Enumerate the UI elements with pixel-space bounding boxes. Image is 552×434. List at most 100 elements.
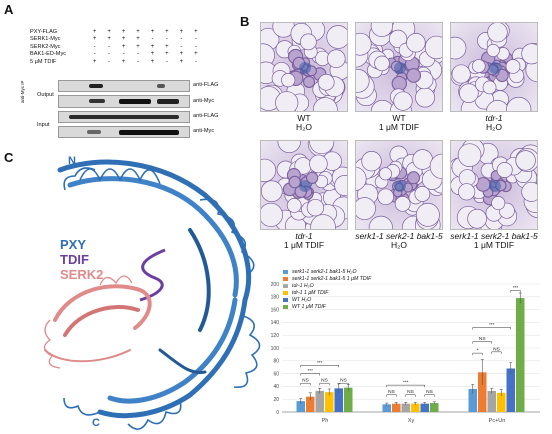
caption-treatment: H₂O [390, 240, 408, 250]
caption-treatment: 1 μM TDIF [378, 122, 420, 132]
significance-label: *** [317, 360, 323, 366]
legend-pxy: PXY [60, 237, 87, 252]
pxy-ribbon [57, 159, 252, 419]
significance-label: NS [426, 389, 433, 395]
bar [325, 392, 334, 412]
significance-label: NS [321, 378, 328, 384]
bar [392, 403, 401, 412]
legend-swatch [283, 290, 288, 295]
blot-condition-row: 5 µM TDIF + - + - + - + - [30, 58, 200, 66]
blot-condition-label: SERK2-Myc [30, 43, 61, 50]
caption-genotype: WT [297, 113, 311, 123]
legend-entry: serk1-1 serk2-1 bak1-5 H₂O [283, 268, 371, 275]
bar [344, 387, 353, 412]
significance-bracket [472, 352, 483, 356]
bar [430, 403, 439, 412]
significance-bracket [386, 394, 397, 397]
x-tick-label: Xy [408, 418, 415, 424]
bar [306, 396, 315, 412]
blot-condition-symbol: + [165, 43, 169, 50]
chart-legend: serk1-1 serk2-1 bak1-5 H₂O serk1-1 serk2-… [283, 268, 371, 310]
significance-bracket [338, 382, 349, 386]
blot-condition-symbol: - [93, 51, 96, 58]
caption-genotype: tdr-1 [295, 231, 313, 241]
structure-c-label: C [92, 417, 100, 429]
blot-condition-symbol: + [121, 28, 126, 35]
legend-label: WT 1 μM TDIF [292, 303, 326, 310]
tdif-peptide [139, 248, 166, 302]
blot-condition-symbol: + [165, 28, 169, 35]
legend-swatch [283, 297, 288, 302]
bar [478, 372, 487, 412]
blot-condition-symbol: + [121, 36, 126, 43]
legend-label: tdr-1 1 μM TDIF [292, 289, 329, 296]
cell-pattern [356, 23, 442, 111]
structure-legend: PXY TDIF SERK2 [60, 237, 103, 282]
y-tick-label: 160 [271, 307, 280, 313]
blot-condition-symbol: + [121, 43, 126, 50]
blot-condition-symbol: - [194, 36, 197, 43]
micrograph-2 [355, 22, 443, 112]
significance-label: NS [479, 336, 486, 342]
structure-n-label: N [68, 155, 76, 167]
significance-label: NS [302, 378, 309, 384]
blot-condition-table: PXY-FLAG + + + + + + + + SERK1-Myc + + + + - - - - SERK2-M… [30, 28, 200, 66]
x-tick-label: Ph [322, 418, 329, 424]
micrograph-caption-6: serk1-1 serk2-1 bak1-5 1 μM TDIF [440, 232, 548, 250]
blot-condition-symbol: + [194, 51, 198, 58]
blot-condition-symbol: + [136, 43, 140, 50]
significance-label: *** [307, 368, 313, 374]
blot-condition-symbol: + [107, 28, 111, 35]
significance-label: NS [407, 389, 414, 395]
bar [506, 368, 515, 412]
legend-tdif: TDIF [60, 252, 89, 267]
micrograph-caption-2: WT 1 μM TDIF [345, 114, 453, 132]
significance-bracket [491, 351, 502, 354]
blot-condition-symbol: + [136, 36, 140, 43]
blot-condition-symbol: + [165, 51, 169, 58]
caption-treatment: H₂O [485, 122, 503, 132]
legend-swatch [283, 283, 288, 288]
caption-genotype: WT [392, 113, 406, 123]
antibody-label-4: anti-Myc [193, 128, 215, 134]
micrograph-4 [260, 140, 348, 230]
bar [487, 390, 496, 412]
blot-condition-symbol: - [165, 36, 168, 43]
blot-condition-symbol: + [179, 28, 184, 35]
blot-condition-symbol: + [150, 58, 155, 65]
significance-bracket [472, 327, 511, 330]
y-tick-label: 80 [273, 359, 279, 365]
cell-pattern [356, 145, 442, 229]
antibody-label-3: anti-FLAG [193, 113, 219, 119]
caption-treatment: 1 μM TDIF [283, 240, 325, 250]
blot-input-label: Input [37, 122, 50, 128]
blot-condition-row: PXY-FLAG + + + + + + + + [30, 28, 200, 36]
blot-condition-symbol: - [93, 43, 96, 50]
blot-output-label: Output [37, 92, 54, 98]
blot-condition-label: BAK1-ED-Myc [30, 51, 67, 58]
micrograph-6 [450, 140, 538, 230]
bar [334, 388, 343, 412]
micrograph-1 [260, 22, 348, 112]
blot-condition-symbol: + [150, 43, 155, 50]
significance-bracket [319, 382, 330, 386]
y-tick-label: 40 [273, 384, 279, 390]
legend-entry: tdr-1 1 μM TDIF [283, 289, 371, 296]
caption-treatment: 1 μM TDIF [473, 240, 515, 250]
legend-label: serk1-1 serk2-1 bak1-5 1 μM TDIF [292, 275, 372, 282]
blot-condition-symbol: + [150, 28, 155, 35]
blot-condition-symbol: - [194, 58, 197, 65]
legend-entry: WT 1 μM TDIF [283, 303, 371, 310]
micrograph-caption-1: WT H₂O [250, 114, 358, 132]
caption-treatment: H₂O [295, 122, 313, 132]
panel-label-c: C [4, 150, 14, 165]
significance-bracket [405, 394, 416, 397]
panel-label-b: B [240, 14, 250, 29]
cell-pattern [451, 141, 537, 229]
significance-bracket [472, 341, 492, 344]
blot-condition-symbol: + [92, 28, 97, 35]
legend-entry: WT H₂O [283, 296, 371, 303]
micrograph-caption-3: tdr-1 H₂O [440, 114, 548, 132]
blot-condition-symbol: - [165, 58, 168, 65]
significance-bracket [386, 384, 425, 388]
